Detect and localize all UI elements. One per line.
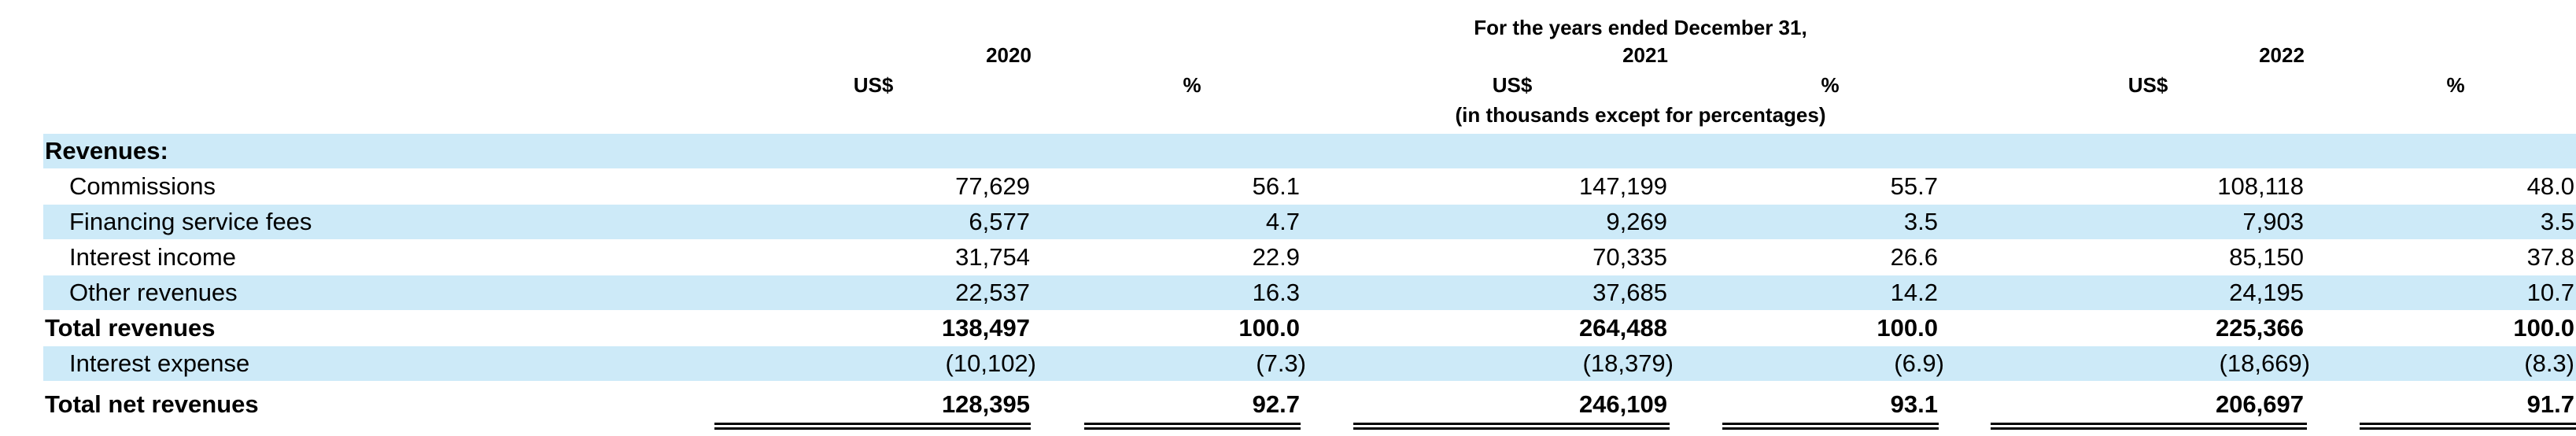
value-2020: 77,629 [955, 172, 1030, 200]
units-note: (in thousands except for percentages) [1455, 103, 1826, 127]
percent-2021: 26.6 [1890, 243, 1938, 271]
double-underline [2360, 423, 2576, 430]
percent-2020: 92.7 [1252, 390, 1300, 418]
double-underline [1084, 423, 1301, 430]
percent-header-2021: % [1821, 73, 1840, 97]
table-row: Other revenues 22,537 16.3 37,685 14.2 2… [0, 275, 2576, 310]
percent-2020: 56.1 [1252, 172, 1300, 200]
percent-2022: 3.5 [2540, 208, 2574, 235]
percent-header-2020: % [1183, 73, 1201, 97]
double-underline [1353, 423, 1670, 430]
percent-2021: 100.0 [1877, 314, 1938, 342]
double-underline [714, 423, 1031, 430]
table-row: Interest income 31,754 22.9 70,335 26.6 … [0, 240, 2576, 275]
percent-2022: 48.0 [2526, 172, 2574, 200]
total-row: Total revenues 138,497 100.0 264,488 100… [0, 311, 2576, 345]
table-row: Commissions 77,629 56.1 147,199 55.7 108… [0, 169, 2576, 204]
percent-2020: 16.3 [1252, 279, 1300, 306]
table-row: Interest expense (10,102) (7.3) (18,379)… [0, 346, 2576, 381]
double-underline [1991, 423, 2307, 430]
year-2022-header: 2022 [2259, 43, 2305, 67]
value-2021: 37,685 [1592, 279, 1667, 306]
year-2021-header: 2021 [1622, 43, 1668, 67]
percent-2022: 91.7 [2526, 390, 2574, 418]
section-label: Revenues: [45, 137, 168, 164]
percent-2022: 100.0 [2513, 314, 2574, 342]
value-2020: 22,537 [955, 279, 1030, 306]
row-label: Interest income [69, 243, 236, 271]
year-2020-header: 2020 [986, 43, 1032, 67]
currency-header-2021: US$ [1492, 73, 1533, 97]
row-label: Total net revenues [45, 390, 259, 418]
percent-2021: 93.1 [1890, 390, 1938, 418]
period-title: For the years ended December 31, [1474, 16, 1807, 39]
value-2022: 206,697 [2215, 390, 2304, 418]
value-2020: (10,102) [945, 349, 1036, 377]
currency-header-2020: US$ [853, 73, 894, 97]
value-2021: (18,379) [1582, 349, 1674, 377]
percent-2022: (8.3) [2524, 349, 2574, 377]
value-2021: 264,488 [1578, 314, 1667, 342]
percent-header-2022: % [2446, 73, 2465, 97]
section-row: Revenues: [0, 134, 2576, 168]
value-2022: 225,366 [2215, 314, 2304, 342]
percent-2021: 3.5 [1903, 208, 1938, 235]
value-2020: 31,754 [955, 243, 1030, 271]
value-2021: 70,335 [1592, 243, 1667, 271]
percent-2020: (7.3) [1256, 349, 1306, 377]
row-label: Other revenues [69, 279, 238, 306]
value-2021: 9,269 [1606, 208, 1667, 235]
table-row: Financing service fees 6,577 4.7 9,269 3… [0, 205, 2576, 239]
double-underline [1722, 423, 1939, 430]
row-label: Financing service fees [69, 208, 312, 235]
total-row: Total net revenues 128,395 92.7 246,109 … [0, 387, 2576, 422]
value-2020: 6,577 [969, 208, 1030, 235]
value-2021: 246,109 [1578, 390, 1667, 418]
row-label: Interest expense [69, 349, 250, 377]
value-2022: 108,118 [2217, 172, 2304, 200]
percent-2022: 37.8 [2526, 243, 2574, 271]
row-band [43, 205, 2576, 239]
value-2021: 147,199 [1578, 172, 1667, 200]
percent-2020: 22.9 [1252, 243, 1300, 271]
row-band [43, 275, 2576, 310]
percent-2022: 10.7 [2526, 279, 2574, 306]
row-band [43, 346, 2576, 381]
value-2022: (18,669) [2219, 349, 2310, 377]
percent-2021: 14.2 [1890, 279, 1938, 306]
value-2022: 7,903 [2242, 208, 2304, 235]
currency-header-2022: US$ [2128, 73, 2168, 97]
percent-2021: 55.7 [1890, 172, 1938, 200]
row-band [43, 134, 2576, 168]
percent-2020: 100.0 [1238, 314, 1300, 342]
row-label: Commissions [69, 172, 216, 200]
value-2020: 138,497 [941, 314, 1030, 342]
value-2022: 85,150 [2229, 243, 2304, 271]
value-2020: 128,395 [941, 390, 1030, 418]
row-label: Total revenues [45, 314, 216, 342]
value-2022: 24,195 [2229, 279, 2304, 306]
percent-2020: 4.7 [1265, 208, 1300, 235]
percent-2021: (6.9) [1894, 349, 1944, 377]
